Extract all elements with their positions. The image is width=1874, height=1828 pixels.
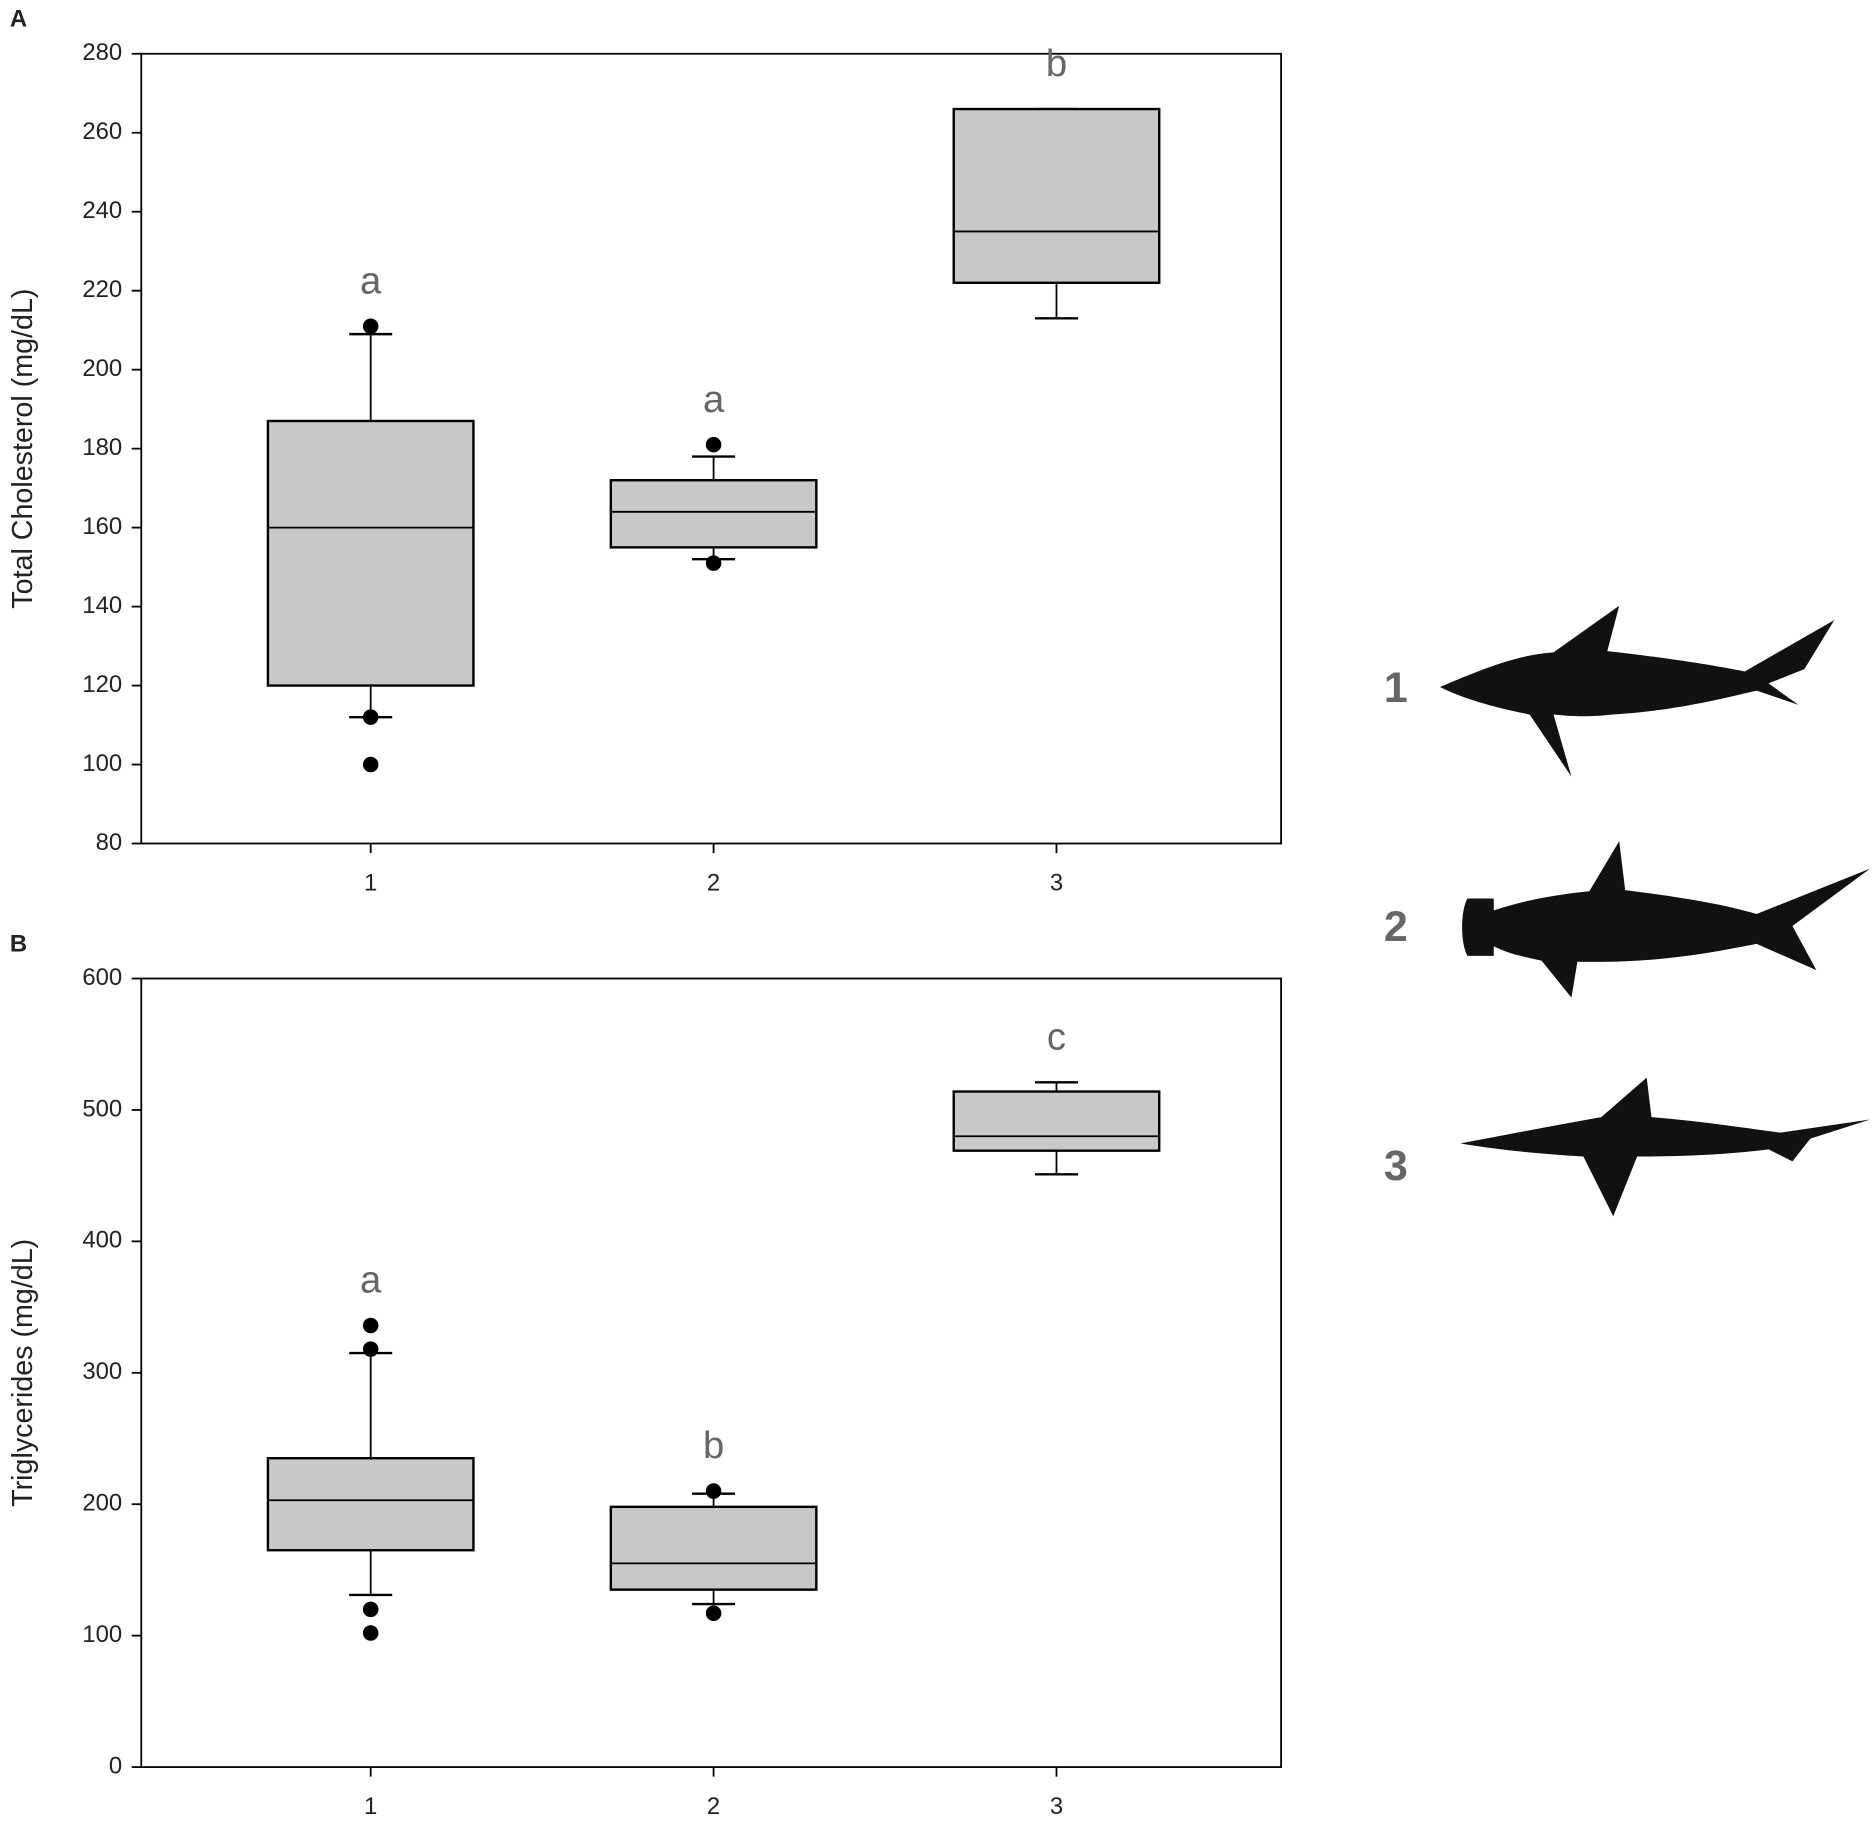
x-tick-label: 2 [707, 869, 720, 896]
y-tick-label: 280 [82, 39, 122, 66]
group-letter: b [1046, 42, 1067, 85]
outlier [362, 1625, 379, 1641]
outlier [362, 756, 379, 773]
outlier [362, 1601, 379, 1618]
panel-label: A [10, 6, 27, 33]
box [266, 419, 475, 687]
box [952, 1090, 1161, 1152]
y-tick-label: 100 [82, 750, 122, 777]
y-tick-label: 500 [82, 1095, 122, 1122]
y-tick-label: 220 [82, 276, 122, 303]
y-tick-label: 120 [82, 671, 122, 698]
x-tick-label: 1 [364, 1793, 377, 1820]
x-tick-label: 3 [1050, 1793, 1063, 1820]
group-letter: b [703, 1424, 724, 1467]
group-letter: a [703, 378, 725, 421]
y-tick-label: 240 [82, 197, 122, 224]
panel-label: B [10, 930, 27, 957]
y-tick-label: 160 [82, 513, 122, 540]
group-letter: c [1047, 1015, 1066, 1058]
outlier [705, 1605, 722, 1622]
box [952, 107, 1161, 284]
y-tick-label: 200 [82, 355, 122, 382]
y-tick-label: 0 [109, 1752, 122, 1779]
y-tick-label: 600 [82, 964, 122, 991]
group-letter: a [360, 259, 382, 302]
y-tick-label: 300 [82, 1358, 122, 1385]
x-tick-label: 3 [1050, 869, 1063, 896]
box [266, 1457, 475, 1552]
y-tick-label: 100 [82, 1621, 122, 1648]
x-tick-label: 2 [707, 1793, 720, 1820]
outlier [362, 1341, 379, 1357]
y-tick-label: 80 [96, 829, 123, 856]
y-axis-title: Triglycerides (mg/dL) [7, 1239, 39, 1507]
outlier [362, 318, 379, 334]
species-label: 1 [1384, 664, 1408, 712]
outlier [362, 1317, 379, 1334]
species-label: 3 [1384, 1142, 1408, 1190]
box [609, 479, 818, 549]
shark-silhouettes [1439, 605, 1871, 1217]
y-tick-label: 260 [82, 118, 122, 145]
outlier [705, 436, 722, 453]
outlier [705, 1483, 722, 1499]
shark-1 [1439, 605, 1835, 777]
outlier [362, 709, 379, 725]
outlier [705, 555, 722, 571]
shark-2 [1462, 841, 1871, 998]
y-tick-label: 400 [82, 1227, 122, 1254]
x-tick-label: 1 [364, 869, 377, 896]
y-tick-label: 180 [82, 434, 122, 461]
species-label: 2 [1384, 903, 1408, 951]
shark-3 [1460, 1077, 1871, 1217]
group-letter: a [360, 1259, 382, 1302]
y-tick-label: 140 [82, 592, 122, 619]
y-axis-title: Total Cholesterol (mg/dL) [7, 289, 39, 609]
box [609, 1505, 818, 1591]
y-tick-label: 200 [82, 1490, 122, 1517]
